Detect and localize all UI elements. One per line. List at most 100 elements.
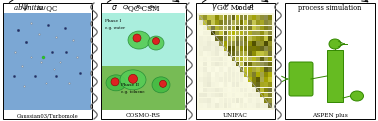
Bar: [268, 15, 272, 20]
Bar: [240, 46, 243, 51]
Bar: [211, 93, 215, 97]
Bar: [203, 72, 207, 77]
Bar: [260, 77, 264, 82]
Bar: [252, 93, 256, 97]
Text: ASPEN plus: ASPEN plus: [312, 113, 348, 118]
Bar: [220, 62, 223, 66]
Bar: [264, 36, 268, 41]
Bar: [211, 98, 215, 103]
Bar: [248, 88, 251, 92]
Text: $a_{kk}$: $a_{kk}$: [149, 4, 160, 11]
Bar: [203, 46, 207, 51]
Bar: [220, 67, 223, 72]
Text: Gaussian03/Turbomole: Gaussian03/Turbomole: [17, 113, 78, 118]
Bar: [248, 72, 251, 77]
Bar: [223, 103, 227, 108]
Bar: [211, 88, 215, 92]
Bar: [232, 51, 235, 56]
Bar: [256, 77, 260, 82]
Bar: [240, 26, 243, 30]
Bar: [268, 88, 272, 92]
Bar: [228, 57, 231, 61]
Bar: [252, 98, 256, 103]
Bar: [211, 26, 215, 30]
Bar: [236, 46, 239, 51]
Bar: [236, 93, 239, 97]
Bar: [223, 62, 227, 66]
Bar: [244, 41, 248, 46]
Bar: [215, 20, 219, 25]
Bar: [232, 31, 235, 35]
Bar: [199, 62, 203, 66]
Bar: [240, 51, 243, 56]
Bar: [228, 15, 231, 20]
Text: $R_k$: $R_k$: [135, 3, 144, 12]
Bar: [236, 31, 239, 35]
Bar: [264, 67, 268, 72]
Bar: [256, 51, 260, 56]
Bar: [268, 98, 272, 103]
Bar: [223, 98, 227, 103]
Bar: [256, 67, 260, 72]
Bar: [220, 36, 223, 41]
Bar: [240, 72, 243, 77]
Text: QC CSM: QC CSM: [128, 4, 159, 12]
Bar: [268, 26, 272, 30]
Bar: [207, 46, 211, 51]
Bar: [220, 31, 223, 35]
Text: QC: QC: [45, 4, 58, 12]
Bar: [248, 51, 251, 56]
Bar: [236, 88, 239, 92]
Bar: [252, 77, 256, 82]
Text: $P$: $P$: [248, 3, 254, 12]
Bar: [240, 103, 243, 108]
Bar: [232, 15, 235, 20]
Bar: [203, 82, 207, 87]
Ellipse shape: [111, 78, 119, 86]
Bar: [236, 67, 239, 72]
Bar: [203, 98, 207, 103]
Bar: [207, 62, 211, 66]
Bar: [232, 88, 235, 92]
Bar: [236, 62, 239, 66]
Bar: [240, 98, 243, 103]
Bar: [260, 88, 264, 92]
Bar: [223, 31, 227, 35]
Bar: [268, 36, 272, 41]
Bar: [220, 57, 223, 61]
Bar: [240, 41, 243, 46]
Bar: [232, 67, 235, 72]
Bar: [211, 77, 215, 82]
Bar: [264, 57, 268, 61]
Bar: [199, 36, 203, 41]
Bar: [203, 36, 207, 41]
Bar: [236, 41, 239, 46]
Bar: [232, 41, 235, 46]
FancyBboxPatch shape: [4, 13, 91, 110]
Text: e.g. water: e.g. water: [105, 26, 125, 30]
FancyBboxPatch shape: [3, 3, 92, 119]
Bar: [252, 103, 256, 108]
Bar: [240, 67, 243, 72]
Bar: [264, 31, 268, 35]
Bar: [264, 46, 268, 51]
Bar: [211, 72, 215, 77]
Bar: [240, 31, 243, 35]
Bar: [244, 57, 248, 61]
Bar: [268, 46, 272, 51]
Bar: [260, 31, 264, 35]
Bar: [264, 62, 268, 66]
Bar: [207, 72, 211, 77]
Bar: [256, 57, 260, 61]
Bar: [207, 82, 211, 87]
Bar: [236, 57, 239, 61]
Bar: [268, 67, 272, 72]
Bar: [220, 15, 223, 20]
Bar: [215, 77, 219, 82]
Bar: [220, 103, 223, 108]
Bar: [244, 103, 248, 108]
Bar: [203, 31, 207, 35]
Bar: [199, 103, 203, 108]
Ellipse shape: [120, 70, 146, 90]
Bar: [232, 82, 235, 87]
